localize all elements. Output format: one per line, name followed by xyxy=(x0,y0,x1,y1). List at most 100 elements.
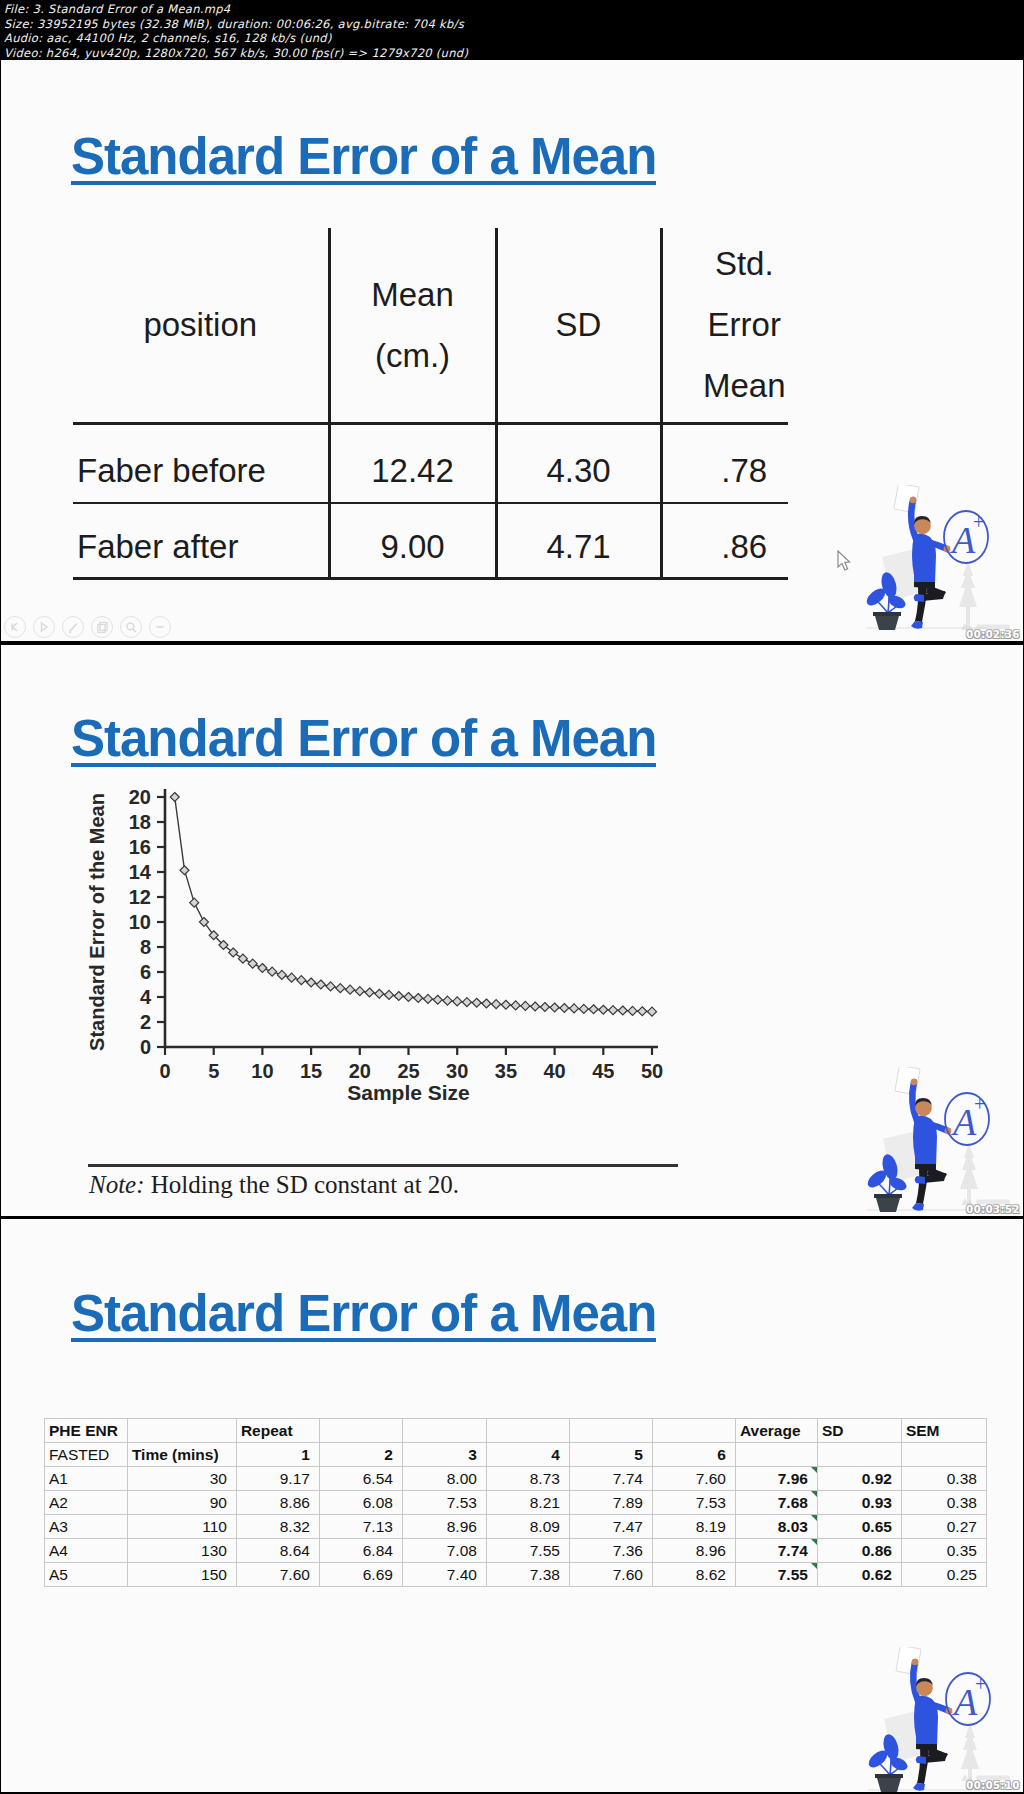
stats-row-label: Faber before xyxy=(73,423,329,503)
sheet-cell[interactable]: 8.32 xyxy=(236,1515,319,1539)
sheet-cell[interactable]: 1 xyxy=(236,1443,319,1467)
sheet-cell[interactable]: 0.38 xyxy=(901,1467,986,1491)
sheet-cell[interactable]: 0.25 xyxy=(901,1563,986,1587)
sheet-cell[interactable]: 5 xyxy=(569,1443,652,1467)
edit-icon[interactable] xyxy=(62,616,84,638)
sheet-cell[interactable]: 6 xyxy=(652,1443,735,1467)
sheet-cell[interactable]: 7.74 xyxy=(569,1467,652,1491)
previous-icon[interactable] xyxy=(4,616,26,638)
sheet-cell[interactable] xyxy=(402,1419,486,1443)
sheet-cell[interactable]: Average xyxy=(735,1419,817,1443)
sheet-cell[interactable]: 7.89 xyxy=(569,1491,652,1515)
sheet-cell[interactable]: 0.92 xyxy=(817,1467,901,1491)
sheet-cell[interactable]: 8.96 xyxy=(652,1539,735,1563)
sheet-cell[interactable]: 0.35 xyxy=(901,1539,986,1563)
svg-text:0: 0 xyxy=(140,1036,151,1058)
sheet-cell[interactable]: 8.64 xyxy=(236,1539,319,1563)
sheet-cell[interactable]: 0.65 xyxy=(817,1515,901,1539)
sheet-cell[interactable]: SD xyxy=(817,1419,901,1443)
sheet-cell[interactable]: 7.53 xyxy=(652,1491,735,1515)
sheet-cell[interactable] xyxy=(569,1419,652,1443)
metadata-line: Audio: aac, 44100 Hz, 2 channels, s16, 1… xyxy=(4,31,1024,46)
sheet-cell[interactable]: 7.13 xyxy=(319,1515,402,1539)
sheet-cell[interactable]: 7.53 xyxy=(402,1491,486,1515)
sheet-cell[interactable]: 150 xyxy=(127,1563,236,1587)
metadata-line: Video: h264, yuv420p, 1280x720, 567 kb/s… xyxy=(4,46,1024,61)
stats-value-cell: 4.30 xyxy=(496,423,661,503)
sheet-cell[interactable]: 90 xyxy=(127,1491,236,1515)
play-icon[interactable] xyxy=(33,616,55,638)
sheet-cell[interactable] xyxy=(817,1443,901,1467)
minus-icon[interactable] xyxy=(149,616,171,638)
sheet-cell[interactable]: A1 xyxy=(45,1467,128,1491)
sheet-cell[interactable]: 30 xyxy=(127,1467,236,1491)
svg-text:10: 10 xyxy=(129,911,151,933)
sheet-cell[interactable]: 8.62 xyxy=(652,1563,735,1587)
sheet-cell[interactable] xyxy=(127,1419,236,1443)
sheet-cell[interactable]: 8.03 xyxy=(735,1515,817,1539)
sheet-cell[interactable]: 8.21 xyxy=(486,1491,569,1515)
svg-text:0: 0 xyxy=(159,1060,170,1082)
svg-text:8: 8 xyxy=(140,936,151,958)
sheet-cell[interactable]: A4 xyxy=(45,1539,128,1563)
sheet-cell[interactable]: 6.54 xyxy=(319,1467,402,1491)
sheet-cell[interactable]: 7.38 xyxy=(486,1563,569,1587)
sheet-cell[interactable]: 8.00 xyxy=(402,1467,486,1491)
sheet-cell[interactable]: 130 xyxy=(127,1539,236,1563)
video-timestamp: 00:05:10 xyxy=(966,1780,1020,1791)
sheet-cell[interactable]: 7.08 xyxy=(402,1539,486,1563)
sheet-cell[interactable]: 7.60 xyxy=(652,1467,735,1491)
sheet-cell[interactable]: 8.73 xyxy=(486,1467,569,1491)
sheet-cell[interactable]: 7.55 xyxy=(735,1563,817,1587)
svg-text:40: 40 xyxy=(543,1060,565,1082)
sheet-cell[interactable] xyxy=(735,1443,817,1467)
sheet-cell[interactable]: 110 xyxy=(127,1515,236,1539)
sheet-cell[interactable] xyxy=(319,1419,402,1443)
sheet-cell[interactable]: A5 xyxy=(45,1563,128,1587)
sheet-cell[interactable]: 4 xyxy=(486,1443,569,1467)
svg-text:12: 12 xyxy=(129,886,151,908)
sheet-cell[interactable]: 7.68 xyxy=(735,1491,817,1515)
sheet-cell[interactable]: A3 xyxy=(45,1515,128,1539)
sheet-cell[interactable]: FASTED xyxy=(45,1443,128,1467)
sheet-cell[interactable]: 8.19 xyxy=(652,1515,735,1539)
sheet-cell[interactable]: Time (mins) xyxy=(127,1443,236,1467)
sheet-cell[interactable]: 8.86 xyxy=(236,1491,319,1515)
sheet-cell[interactable] xyxy=(652,1419,735,1443)
sheet-cell[interactable] xyxy=(901,1443,986,1467)
sheet-cell[interactable]: 7.96 xyxy=(735,1467,817,1491)
sheet-cell[interactable]: 0.93 xyxy=(817,1491,901,1515)
svg-text:25: 25 xyxy=(397,1060,419,1082)
sheet-cell[interactable]: 9.17 xyxy=(236,1467,319,1491)
sheet-cell[interactable]: 0.86 xyxy=(817,1539,901,1563)
sheet-cell[interactable]: 7.55 xyxy=(486,1539,569,1563)
sheet-cell[interactable]: 0.38 xyxy=(901,1491,986,1515)
sheet-cell[interactable]: 7.40 xyxy=(402,1563,486,1587)
sheet-cell[interactable]: 0.27 xyxy=(901,1515,986,1539)
svg-text:A: A xyxy=(949,519,976,561)
sheet-cell[interactable]: 0.62 xyxy=(817,1563,901,1587)
sheet-cell[interactable]: 7.47 xyxy=(569,1515,652,1539)
pages-icon[interactable] xyxy=(91,616,113,638)
sheet-cell[interactable]: 8.09 xyxy=(486,1515,569,1539)
sheet-cell[interactable]: 8.96 xyxy=(402,1515,486,1539)
zoom-icon[interactable] xyxy=(120,616,142,638)
svg-text:18: 18 xyxy=(129,811,151,833)
svg-text:20: 20 xyxy=(349,1060,371,1082)
sheet-cell[interactable]: 7.74 xyxy=(735,1539,817,1563)
sheet-cell[interactable] xyxy=(486,1419,569,1443)
sheet-cell[interactable]: 7.36 xyxy=(569,1539,652,1563)
sheet-cell[interactable]: PHE ENR xyxy=(45,1419,128,1443)
sheet-cell[interactable]: SEM xyxy=(901,1419,986,1443)
sheet-cell[interactable]: 3 xyxy=(402,1443,486,1467)
sheet-cell[interactable]: 7.60 xyxy=(569,1563,652,1587)
sheet-cell[interactable]: 2 xyxy=(319,1443,402,1467)
sheet-cell[interactable]: 6.69 xyxy=(319,1563,402,1587)
note-rule xyxy=(88,1164,678,1167)
video-frame-2: Standard Error of a Mean 024681012141618… xyxy=(1,645,1023,1216)
sheet-cell[interactable]: 7.60 xyxy=(236,1563,319,1587)
sheet-cell[interactable]: Repeat xyxy=(236,1419,319,1443)
sheet-cell[interactable]: 6.84 xyxy=(319,1539,402,1563)
sheet-cell[interactable]: A2 xyxy=(45,1491,128,1515)
sheet-cell[interactable]: 6.08 xyxy=(319,1491,402,1515)
